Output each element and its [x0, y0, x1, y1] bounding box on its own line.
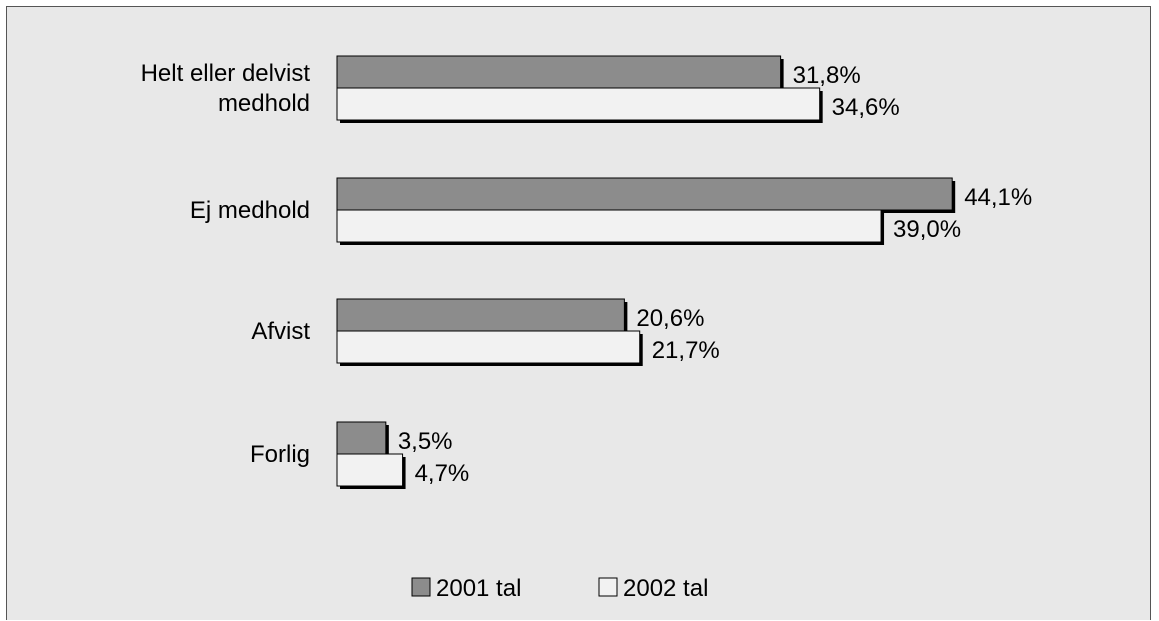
bars-layer: [336, 55, 956, 489]
bar-series-2002: [336, 453, 404, 487]
bar-series-2002: [336, 330, 641, 364]
legend: 2001 tal 2002 tal: [411, 575, 708, 602]
bar-series-2001: [336, 177, 953, 211]
data-label: 34,6%: [832, 94, 900, 121]
category-label: Ej medhold: [190, 197, 310, 224]
data-label: 20,6%: [636, 305, 704, 332]
data-label: 31,8%: [793, 62, 861, 89]
data-label: 44,1%: [964, 184, 1032, 211]
bar-series-2001: [336, 55, 782, 89]
category-label: Afvist: [251, 318, 310, 345]
category-label: medhold: [218, 90, 310, 117]
bar-series-2002: [336, 87, 821, 121]
category-label: Forlig: [250, 441, 310, 468]
chart-frame: Helt eller delvist medhold 31,8% 34,6% Ej me…: [6, 6, 1151, 620]
data-label: 4,7%: [415, 460, 470, 487]
labels-layer: Helt eller delvist medhold 31,8% 34,6% Ej me…: [141, 60, 1033, 487]
legend-label: 2002 tal: [623, 575, 708, 602]
legend-swatch: [598, 577, 618, 597]
data-label: 3,5%: [398, 428, 453, 455]
bar-chart: Helt eller delvist medhold 31,8% 34,6% Ej me…: [141, 55, 1033, 602]
bar-series-2001: [336, 298, 625, 332]
category-label: Helt eller delvist: [141, 60, 311, 87]
bar-series-2002: [336, 209, 882, 243]
data-label: 39,0%: [893, 216, 961, 243]
data-label: 21,7%: [652, 337, 720, 364]
legend-label: 2001 tal: [436, 575, 521, 602]
bar-series-2001: [336, 421, 387, 455]
legend-swatch: [411, 577, 431, 597]
